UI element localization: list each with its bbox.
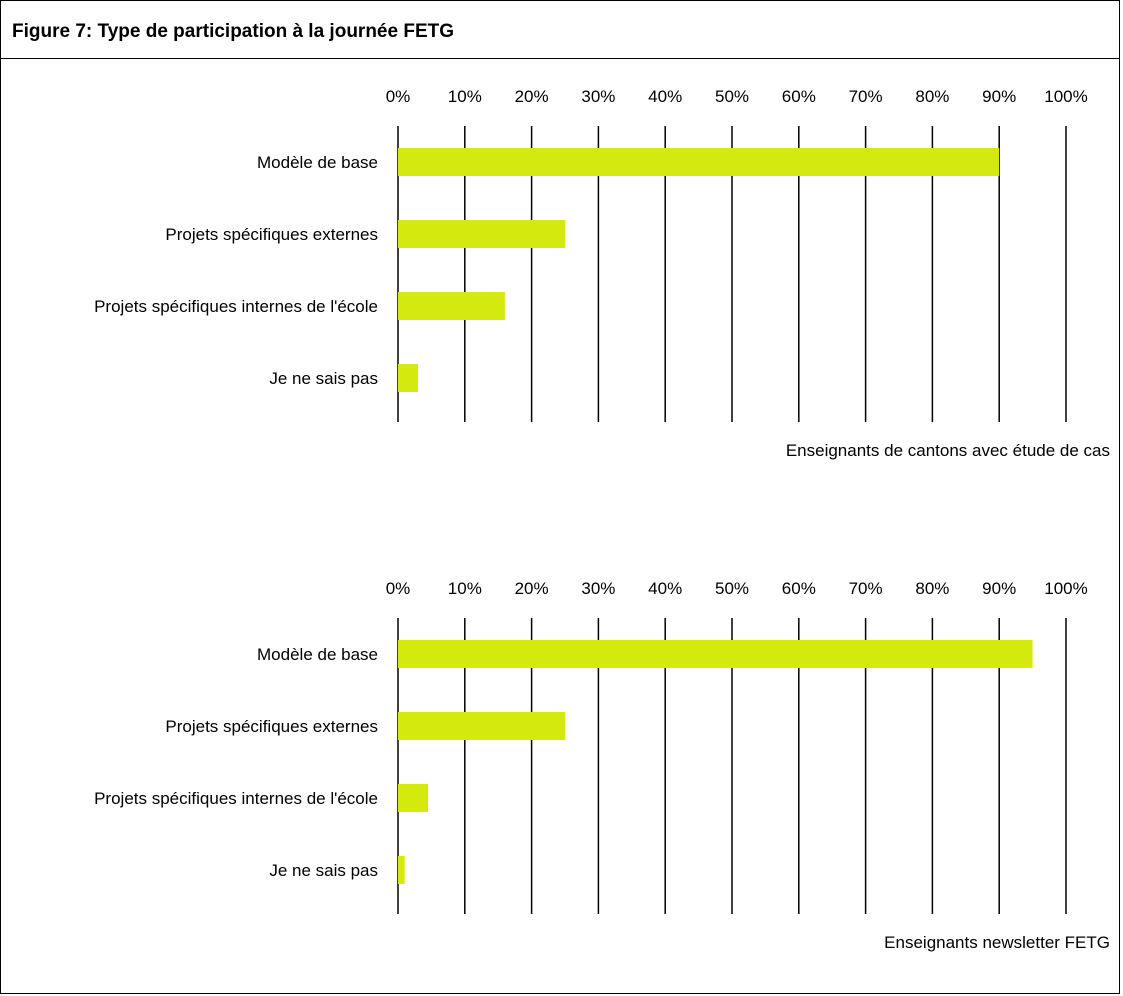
x-axis-label: Enseignants de cantons avec étude de cas [786, 441, 1110, 460]
bar [398, 856, 405, 884]
x-tick-label: 20% [515, 87, 549, 106]
category-label: Projets spécifiques externes [165, 225, 378, 244]
x-tick-label: 80% [915, 87, 949, 106]
category-label: Projets spécifiques internes de l'école [94, 297, 378, 316]
x-tick-label: 60% [782, 87, 816, 106]
x-tick-label: 10% [448, 579, 482, 598]
bar [398, 220, 565, 248]
figure-title: Figure 7: Type de participation à la jou… [12, 21, 455, 42]
bar [398, 640, 1033, 668]
chart-newsletter-teachers: 0% 10% 20% 30% 40% 50% 60% 70% 80% 90% 100% Modèle … [94, 579, 1110, 952]
x-tick-label: 100% [1044, 579, 1087, 598]
figure-title-bar: Figure 7: Type de participation à la jou… [1, 1, 1119, 59]
category-label: Je ne sais pas [269, 861, 378, 880]
category-label: Je ne sais pas [269, 369, 378, 388]
x-tick-label: 80% [915, 579, 949, 598]
x-tick-label: 90% [982, 579, 1016, 598]
category-label: Modèle de base [257, 153, 378, 172]
category-label: Modèle de base [257, 645, 378, 664]
x-tick-label: 0% [386, 579, 411, 598]
bar [398, 712, 565, 740]
category-label: Projets spécifiques internes de l'école [94, 789, 378, 808]
x-tick-label: 30% [581, 87, 615, 106]
x-tick-label: 0% [386, 87, 411, 106]
chart-canton-teachers: 0% 10% 20% 30% 40% 50% 60% 70% 80% 90% 100% Modèle … [94, 87, 1110, 460]
x-tick-label: 50% [715, 87, 749, 106]
x-tick-label: 100% [1044, 87, 1087, 106]
x-tick-label: 50% [715, 579, 749, 598]
bar [398, 364, 419, 392]
x-tick-label: 60% [782, 579, 816, 598]
x-tick-label: 70% [849, 87, 883, 106]
category-label: Projets spécifiques externes [165, 717, 378, 736]
x-tick-label: 90% [982, 87, 1016, 106]
x-tick-label: 40% [648, 579, 682, 598]
bar [398, 148, 1000, 176]
x-tick-label: 10% [448, 87, 482, 106]
x-tick-label: 70% [849, 579, 883, 598]
x-axis-label: Enseignants newsletter FETG [884, 933, 1110, 952]
x-tick-label: 30% [581, 579, 615, 598]
x-tick-label: 20% [515, 579, 549, 598]
bar [398, 784, 429, 812]
x-tick-label: 40% [648, 87, 682, 106]
bar [398, 292, 505, 320]
